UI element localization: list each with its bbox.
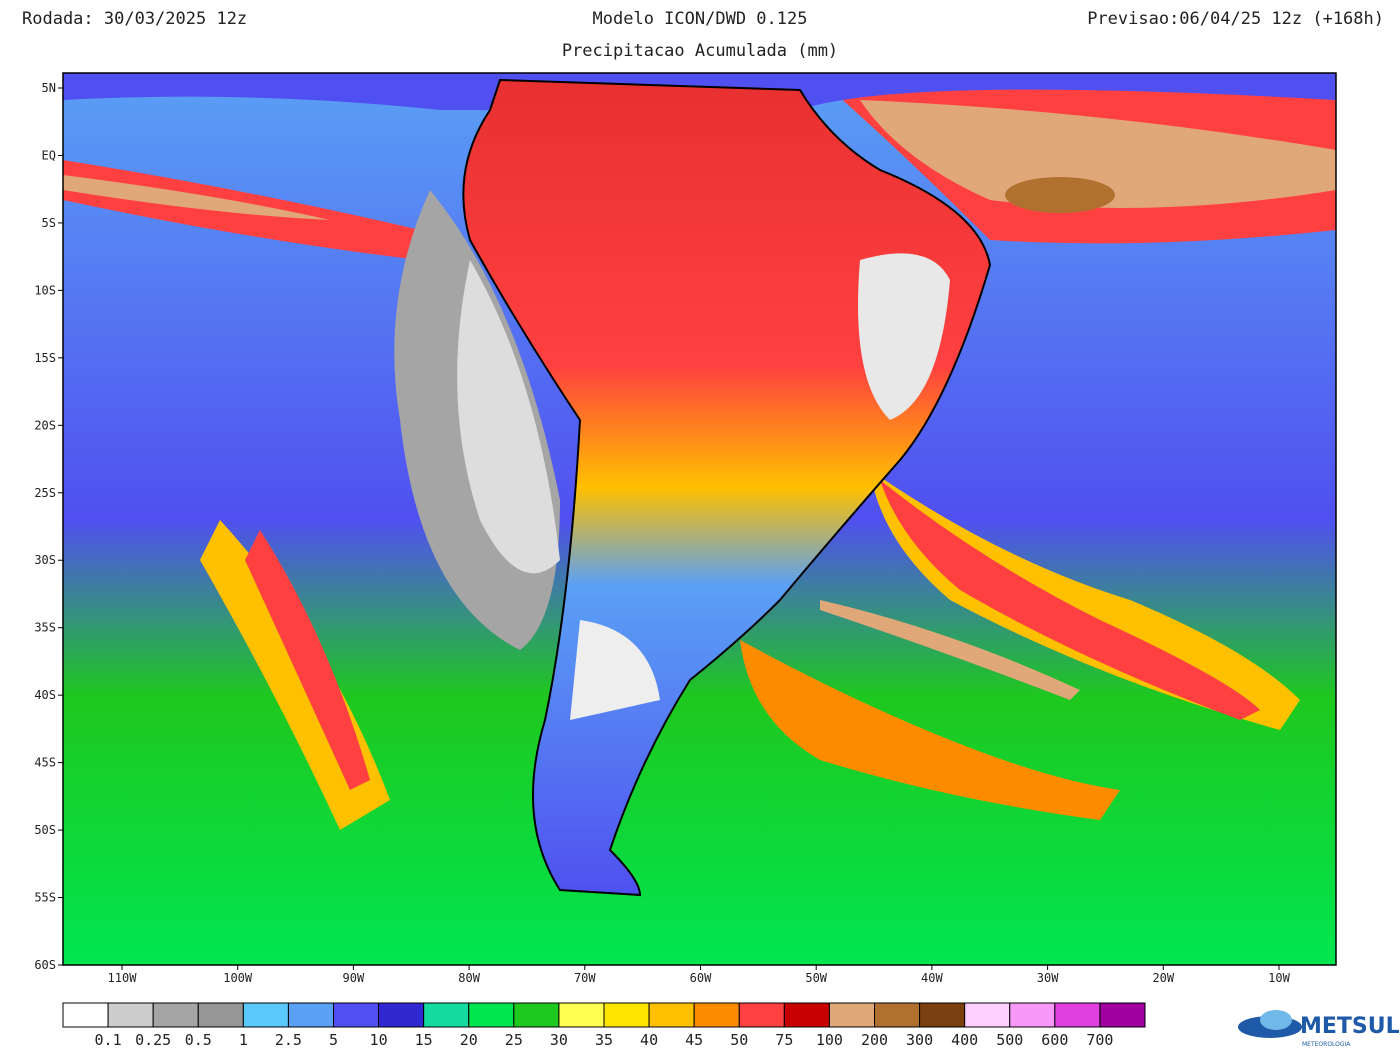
- logo: METSUL METEOROLOGIA: [1238, 1010, 1400, 1048]
- colorbar-swatch: [468, 1002, 515, 1028]
- colorbar-label: 40: [640, 1031, 658, 1049]
- colorbar-label: 400: [951, 1031, 978, 1049]
- colorbar-swatch: [513, 1002, 560, 1028]
- lat-label: 60S: [34, 958, 56, 972]
- colorbar-label: 25: [505, 1031, 523, 1049]
- model-title: Modelo ICON/DWD 0.125: [593, 9, 808, 29]
- colorbar-swatch: [648, 1002, 695, 1028]
- map-frame: [62, 72, 1337, 966]
- lon-label: 10W: [1268, 971, 1290, 985]
- colorbar-label: 0.25: [135, 1031, 171, 1049]
- colorbar-swatch: [242, 1002, 289, 1028]
- colorbar-label: 2.5: [275, 1031, 302, 1049]
- colorbar-swatch: [378, 1002, 425, 1028]
- run-label: Rodada: 30/03/2025 12z: [22, 9, 247, 29]
- lat-label: 15S: [34, 351, 56, 365]
- colorbar-label: 200: [861, 1031, 888, 1049]
- lon-label: 70W: [574, 971, 596, 985]
- colorbar-label: 600: [1041, 1031, 1068, 1049]
- lat-label: 5N: [42, 81, 56, 95]
- lat-label: 50S: [34, 823, 56, 837]
- colorbar-swatch: [1009, 1002, 1056, 1028]
- colorbar-swatch: [874, 1002, 921, 1028]
- lon-label: 50W: [805, 971, 827, 985]
- lon-label: 100W: [223, 971, 253, 985]
- colorbar-swatch: [152, 1002, 199, 1028]
- logo-name: METSUL: [1300, 1014, 1400, 1039]
- colorbar-label: 50: [730, 1031, 748, 1049]
- colorbar-label: 35: [595, 1031, 613, 1049]
- lat-label: 35S: [34, 621, 56, 635]
- colorbar-swatch: [1099, 1002, 1146, 1028]
- lat-axis: 5N EQ 5S 10S 15S 20S 25S 30S 35S 40S 45S 50S 55S 60S: [34, 81, 63, 972]
- colorbar-label: 5: [329, 1031, 338, 1049]
- lon-label: 90W: [343, 971, 365, 985]
- lat-label: 55S: [34, 891, 56, 905]
- colorbar: 0.1 0.25 0.5 1 2.5 5 10 15 20 25 30 35 40 45 50 75 100 20…: [62, 1002, 1146, 1049]
- logo-tagline: METEOROLOGIA: [1302, 1041, 1351, 1048]
- lon-label: 30W: [1037, 971, 1059, 985]
- colorbar-swatch: [693, 1002, 740, 1028]
- colorbar-label: 20: [460, 1031, 478, 1049]
- lon-label: 60W: [690, 971, 712, 985]
- colorbar-label: 700: [1086, 1031, 1113, 1049]
- lat-label: 40S: [34, 688, 56, 702]
- colorbar-swatch: [1054, 1002, 1101, 1028]
- colorbar-label: 500: [996, 1031, 1023, 1049]
- lat-label: EQ: [42, 148, 56, 162]
- colorbar-label: 0.1: [95, 1031, 122, 1049]
- colorbar-label: 15: [415, 1031, 433, 1049]
- colorbar-swatch: [107, 1002, 154, 1028]
- lat-label: 5S: [42, 216, 56, 230]
- map-field: [63, 73, 1336, 965]
- colorbar-label: 0.5: [185, 1031, 212, 1049]
- colorbar-label: 100: [816, 1031, 843, 1049]
- colorbar-swatch: [423, 1002, 470, 1028]
- colorbar-swatch: [558, 1002, 605, 1028]
- colorbar-label: 75: [775, 1031, 793, 1049]
- lat-label: 45S: [34, 756, 56, 770]
- colorbar-swatch: [964, 1002, 1011, 1028]
- lat-label: 10S: [34, 283, 56, 297]
- lon-label: 20W: [1152, 971, 1174, 985]
- lat-label: 20S: [34, 418, 56, 432]
- colorbar-swatch: [738, 1002, 785, 1028]
- colorbar-label: 1: [239, 1031, 248, 1049]
- colorbar-label: 30: [550, 1031, 568, 1049]
- lon-label: 80W: [458, 971, 480, 985]
- colorbar-swatch: [783, 1002, 830, 1028]
- lon-label: 110W: [108, 971, 138, 985]
- lon-label: 40W: [921, 971, 943, 985]
- colorbar-swatch: [828, 1002, 876, 1028]
- colorbar-label: 300: [906, 1031, 933, 1049]
- subtitle: Precipitacao Acumulada (mm): [562, 41, 838, 61]
- colorbar-swatch: [62, 1002, 109, 1028]
- colorbar-swatch: [603, 1002, 650, 1028]
- colorbar-label: 10: [370, 1031, 388, 1049]
- colorbar-label: 45: [685, 1031, 703, 1049]
- lat-label: 25S: [34, 486, 56, 500]
- colorbar-swatch: [287, 1002, 334, 1028]
- colorbar-swatch: [919, 1002, 966, 1028]
- forecast-label: Previsao:06/04/25 12z (+168h): [1087, 9, 1384, 29]
- lat-label: 30S: [34, 553, 56, 567]
- lon-axis: 110W 100W 90W 80W 70W 60W 50W 40W 30W 20W 10W: [108, 965, 1291, 985]
- colorbar-swatch: [197, 1002, 244, 1028]
- colorbar-swatch: [333, 1002, 380, 1028]
